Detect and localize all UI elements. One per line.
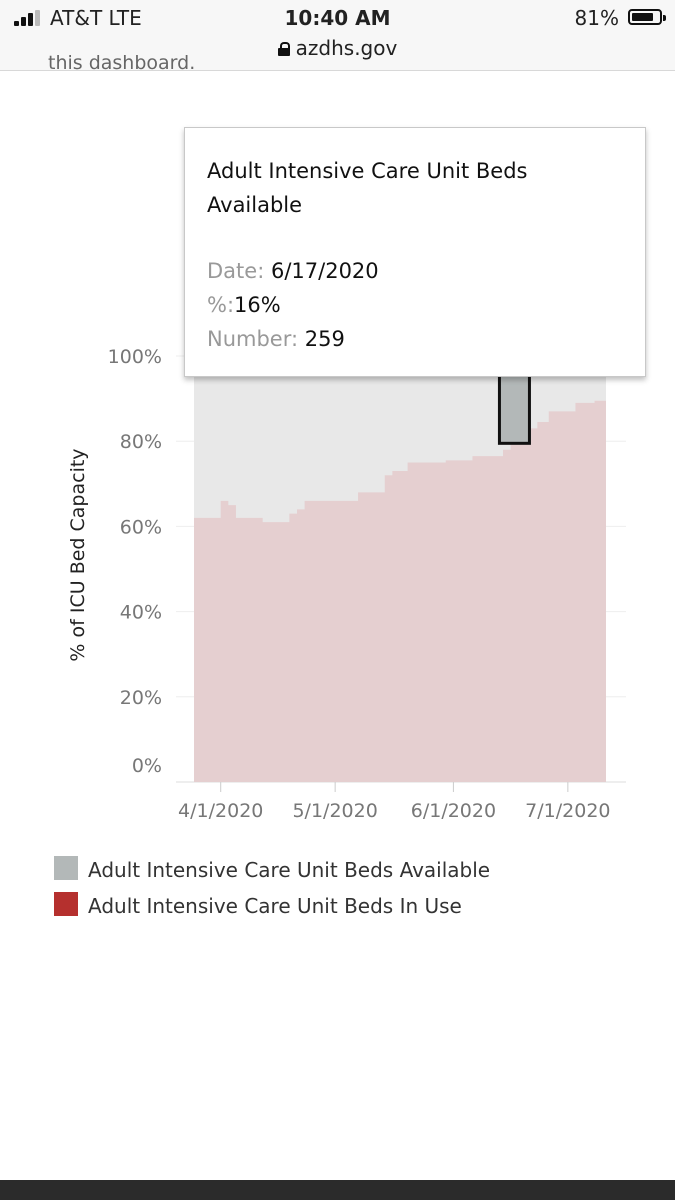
tooltip-date-value: 6/17/2020	[270, 259, 379, 283]
y-tick-label: 0%	[132, 755, 162, 777]
tooltip-pct-row: %:16%	[207, 290, 281, 320]
lock-icon	[277, 42, 290, 56]
y-axis-title: % of ICU Bed Capacity	[67, 448, 89, 661]
bottom-toolbar	[0, 1180, 675, 1200]
clock-time: 10:40 AM	[284, 6, 391, 30]
domain-label: azdhs.gov	[295, 36, 398, 60]
x-tick-label: 5/1/2020	[292, 800, 377, 822]
icu-capacity-chart: 0% 20% 40% 60% 80% 100% 4/1/2020 5/1/2020 6/1/2…	[67, 346, 626, 822]
x-tick-label: 6/1/2020	[411, 800, 496, 822]
highlighted-bar	[497, 373, 531, 445]
x-tick-label: 4/1/2020	[178, 800, 263, 822]
battery-icon	[628, 9, 666, 25]
battery-percent: 81%	[574, 6, 619, 30]
tooltip-number-row: Number: 259	[207, 324, 345, 354]
carrier-label: AT&T LTE	[50, 6, 142, 30]
cut-off-text: this dashboard.	[48, 52, 196, 74]
legend-swatch-in-use	[54, 892, 78, 916]
y-tick-label: 60%	[120, 516, 162, 538]
x-tick-label: 7/1/2020	[525, 800, 610, 822]
series-area-in-use	[194, 400, 606, 782]
legend-label-available: Adult Intensive Care Unit Beds Available	[88, 858, 491, 882]
tooltip-date-row: Date: 6/17/2020	[207, 256, 379, 286]
y-tick-label: 40%	[120, 602, 162, 624]
tooltip-pct-value: 16%	[234, 293, 281, 317]
tooltip-title: Adult Intensive Care Unit Beds Available	[207, 159, 528, 217]
tooltip: Adult Intensive Care Unit Beds Available…	[184, 127, 646, 377]
status-bar: AT&T LTE 10:40 AM azdhs.gov 81%	[0, 0, 675, 71]
signal-icon	[14, 10, 44, 26]
tooltip-number-value: 259	[304, 327, 345, 351]
tooltip-date-key: Date:	[207, 259, 265, 283]
legend-label-in-use: Adult Intensive Care Unit Beds In Use	[88, 894, 462, 918]
y-tick-label: 80%	[120, 431, 162, 453]
tooltip-number-key: Number:	[207, 327, 299, 351]
address-bar[interactable]: azdhs.gov	[0, 36, 675, 60]
y-tick-label: 20%	[120, 687, 162, 709]
tooltip-pct-key: %:	[207, 293, 235, 317]
legend-swatch-available	[54, 856, 78, 880]
y-tick-label: 100%	[108, 346, 162, 368]
